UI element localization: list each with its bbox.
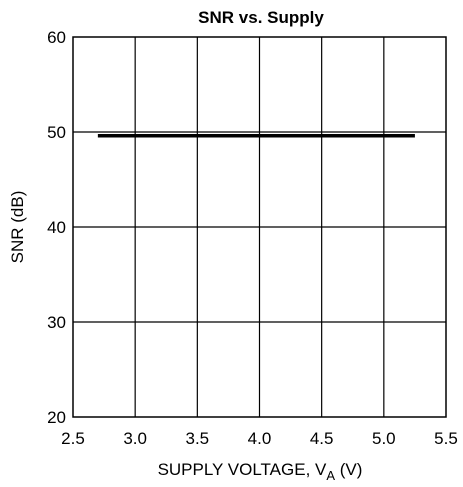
x-axis-label-main: SUPPLY VOLTAGE, V — [158, 460, 327, 479]
x-tick-label: 4.0 — [248, 429, 272, 448]
y-tick-label: 60 — [47, 28, 66, 47]
y-tick-label: 20 — [47, 408, 66, 427]
grid — [73, 37, 446, 417]
x-tick-labels: 2.5 3.0 3.5 4.0 4.5 5.0 5.5 — [61, 429, 458, 448]
x-tick-label: 2.5 — [61, 429, 85, 448]
x-tick-label: 3.0 — [123, 429, 147, 448]
x-tick-label: 4.5 — [310, 429, 334, 448]
x-tick-label: 5.0 — [372, 429, 396, 448]
y-tick-label: 40 — [47, 218, 66, 237]
x-axis-label-unit: (V) — [335, 460, 362, 479]
y-tick-label: 30 — [47, 313, 66, 332]
x-tick-label: 3.5 — [186, 429, 210, 448]
chart-title: SNR vs. Supply — [198, 8, 324, 27]
y-tick-label: 50 — [47, 123, 66, 142]
plot-frame — [72, 36, 447, 418]
y-axis-label: SNR (dB) — [8, 191, 27, 264]
x-tick-label: 5.5 — [434, 429, 458, 448]
x-axis-label-subscript: A — [326, 468, 335, 483]
x-axis-label: SUPPLY VOLTAGE, VA (V) — [158, 460, 363, 483]
y-tick-labels: 20 30 40 50 60 — [47, 28, 66, 427]
